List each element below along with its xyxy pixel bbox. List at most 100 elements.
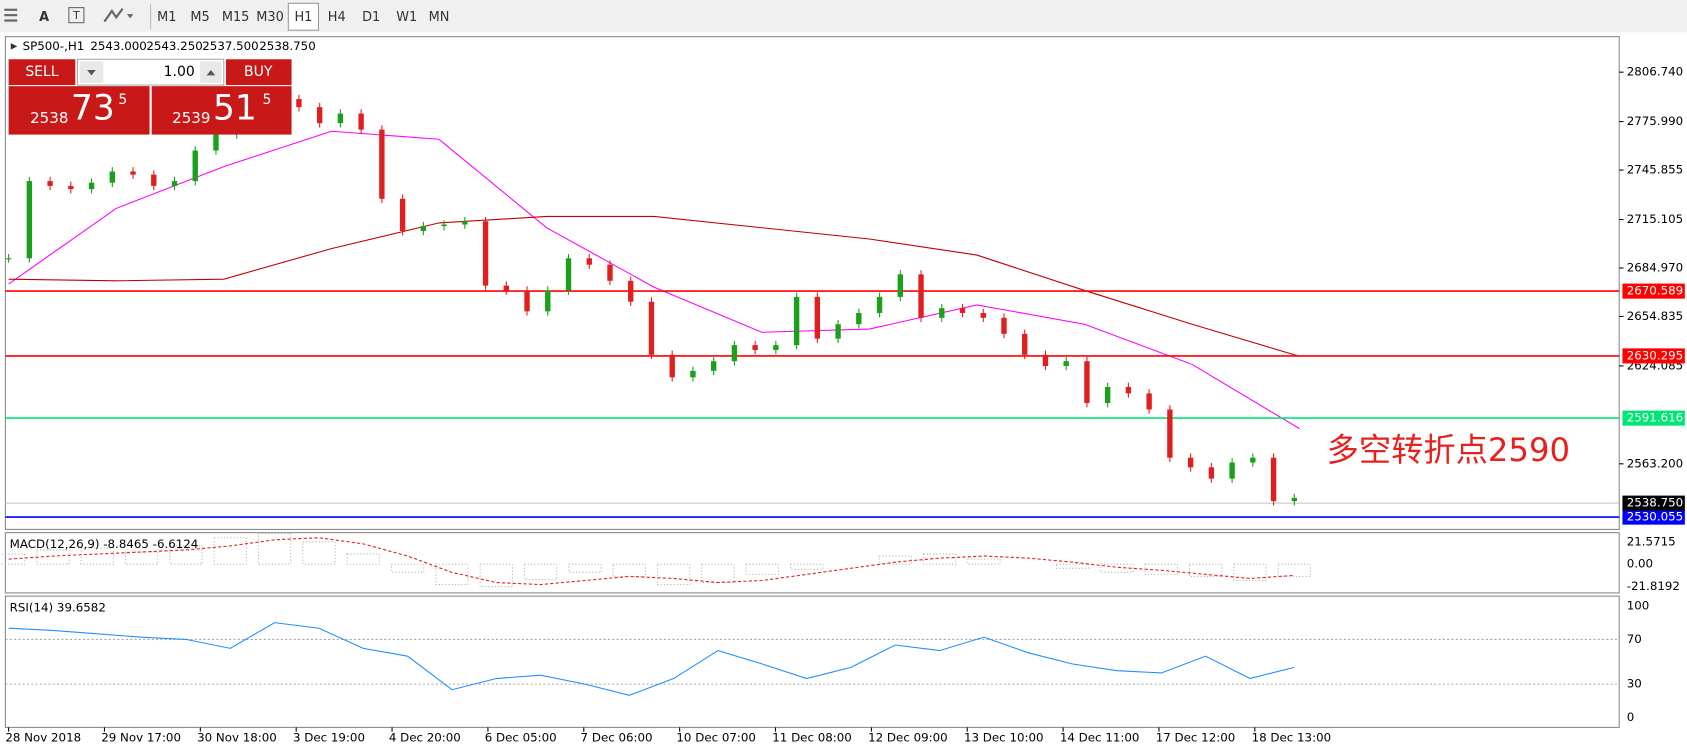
candle	[1167, 409, 1173, 458]
ask-box[interactable]	[151, 86, 292, 135]
macd-bar	[169, 545, 203, 565]
macd-bar	[1277, 563, 1311, 577]
macd-bar	[922, 553, 957, 565]
macd-bar	[1055, 563, 1090, 569]
y-tick-label: 2745.855	[1627, 163, 1683, 177]
timeframe-button[interactable]: M1	[157, 10, 176, 25]
y-tick-label: 2654.835	[1627, 309, 1683, 323]
timeframe-button[interactable]: M5	[190, 10, 209, 25]
x-tick-label: 30 Nov 18:00	[197, 731, 277, 745]
toolbar-icons: T	[4, 7, 134, 24]
timeframe-button[interactable]: M30	[256, 10, 284, 25]
candle	[337, 113, 344, 124]
candle	[628, 280, 634, 302]
candle	[669, 354, 675, 378]
candle	[1042, 354, 1049, 367]
macd-title: MACD(12,26,9) -8.8465 -6.6124	[10, 537, 199, 551]
x-tick-label: 29 Nov 17:00	[101, 731, 181, 745]
timeframe-button[interactable]: MN	[429, 10, 450, 25]
candle	[109, 171, 115, 183]
macd-bar	[213, 537, 247, 565]
active-timeframe	[287, 2, 320, 31]
level-label: 2530.055	[1627, 510, 1683, 524]
candle	[420, 226, 427, 231]
level-label: 2670.589	[1627, 284, 1683, 298]
x-tick-label: 3 Dec 19:00	[293, 731, 365, 745]
macd-bar	[878, 555, 912, 565]
macd-bar	[701, 563, 735, 584]
candle	[441, 224, 447, 227]
candle	[1125, 386, 1132, 394]
macd-bar	[967, 558, 1001, 565]
candle	[1250, 457, 1256, 463]
macd-bar	[1100, 563, 1134, 573]
timeframe-button[interactable]: H1	[294, 10, 312, 25]
rsi-pane	[4, 595, 1620, 728]
candle	[379, 129, 385, 199]
bid-pips: 73	[71, 88, 115, 128]
macd-bar	[745, 563, 779, 575]
candle	[1001, 317, 1007, 334]
ask-pips: 51	[213, 88, 257, 128]
svg-text:T: T	[72, 9, 80, 22]
macd-bar	[656, 563, 691, 586]
candle	[171, 181, 178, 186]
candle	[793, 296, 800, 346]
candle	[192, 150, 198, 182]
macd-tick-label: 21.5715	[1627, 535, 1676, 549]
timeframe-button[interactable]: D1	[362, 10, 380, 25]
candle	[1146, 393, 1152, 410]
buy-label: BUY	[244, 64, 273, 80]
candle	[856, 312, 862, 325]
macd-bar	[568, 563, 602, 573]
timeframe-button[interactable]: H4	[328, 10, 346, 25]
candle	[939, 308, 945, 318]
high: 2543.250	[146, 39, 202, 53]
macd-tick-label: 0.00	[1627, 557, 1653, 571]
level-label: 2630.295	[1627, 348, 1683, 362]
macd-bar	[346, 553, 380, 565]
ask-point: 5	[263, 92, 272, 108]
candle	[959, 308, 966, 313]
macd-bar	[80, 547, 114, 565]
x-tick-label: 14 Dec 11:00	[1060, 731, 1140, 745]
buy-button[interactable]	[225, 59, 292, 86]
rsi-tick-label: 30	[1627, 677, 1642, 691]
candle	[690, 370, 696, 378]
text-tool[interactable]: A	[39, 10, 49, 25]
y-tick-label: 2775.990	[1627, 114, 1683, 128]
x-tick-label: 6 Dec 05:00	[485, 731, 557, 745]
level-label: 2591.616	[1627, 411, 1683, 425]
candle	[1063, 361, 1069, 367]
x-tick-label: 12 Dec 09:00	[868, 731, 948, 745]
candle	[648, 301, 655, 355]
y-tick-label: 2715.105	[1627, 212, 1683, 226]
candle	[1291, 497, 1297, 502]
rsi-tick-label: 0	[1627, 710, 1635, 724]
timeframe-button[interactable]: W1	[396, 10, 417, 25]
timeframe-button[interactable]: M15	[222, 10, 250, 25]
macd-bar	[479, 563, 513, 588]
macd-bar	[390, 563, 425, 573]
toolbar	[0, 0, 1687, 33]
candle	[897, 274, 903, 297]
x-tick-label: 7 Dec 06:00	[581, 731, 653, 745]
moving-average	[8, 130, 1300, 430]
x-tick-label: 13 Dec 10:00	[964, 731, 1044, 745]
header: SP500-,H1 2543.000 2543.250 2537.500 253…	[10, 39, 316, 53]
candle	[1104, 386, 1111, 404]
sell-button[interactable]	[8, 59, 76, 86]
candle	[1187, 457, 1194, 468]
level-tag	[1622, 509, 1685, 525]
candle	[710, 361, 717, 371]
close: 2538.750	[259, 39, 315, 53]
candle	[68, 185, 74, 190]
low: 2537.500	[202, 39, 258, 53]
bid-box[interactable]	[8, 86, 150, 135]
rsi-tick-label: 100	[1627, 598, 1650, 612]
candle	[545, 290, 551, 312]
candle	[88, 182, 95, 190]
candle	[586, 258, 592, 265]
